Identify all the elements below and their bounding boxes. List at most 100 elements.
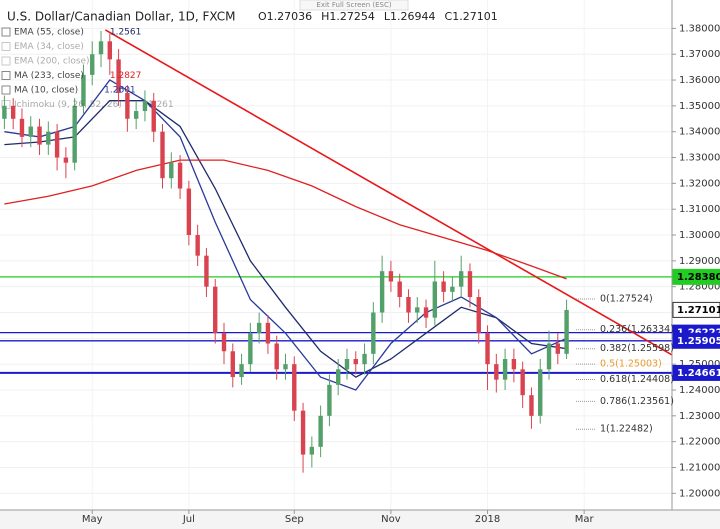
candle-body: [37, 126, 42, 145]
candle-body: [28, 126, 33, 137]
candle-body: [142, 100, 148, 112]
y-tick-label: 1.28000: [679, 282, 720, 293]
candle-body: [520, 369, 525, 396]
y-tick-label: 1.31000: [679, 204, 720, 215]
candle-body: [546, 343, 552, 370]
candle-body: [327, 384, 332, 416]
candle-body: [283, 364, 288, 370]
candle-body: [423, 307, 429, 318]
candle-body: [335, 369, 341, 385]
candle-body: [116, 59, 121, 93]
legend-value: 1.2561: [110, 28, 142, 38]
fib-label: 1(1.22482): [600, 424, 653, 435]
fib-label: 0.236(1.26334): [600, 324, 674, 335]
candle-body: [564, 309, 569, 354]
ohlc-label: L1.26944: [384, 10, 436, 23]
candle-body: [406, 297, 411, 313]
y-tick-label: 1.30000: [679, 230, 720, 241]
candle-body: [388, 271, 394, 282]
candle-body: [476, 297, 481, 334]
legend-icon[interactable]: [1, 85, 11, 95]
candle-body: [494, 364, 499, 380]
legend-entry[interactable]: Ichimoku (9, 26, 52, 26): [14, 100, 122, 110]
candle-body: [133, 111, 139, 119]
candle-body: [19, 118, 25, 137]
legend-entry[interactable]: EMA (34, close): [14, 42, 84, 52]
ohlc-label: C1.27101: [445, 10, 498, 23]
price-label: 1.25905: [677, 336, 720, 347]
x-tick-label: Mar: [575, 514, 595, 525]
legend-entry[interactable]: EMA (200, close): [14, 57, 90, 67]
candle-body: [485, 333, 490, 365]
y-tick-label: 1.33000: [679, 153, 720, 164]
candle-body: [177, 162, 183, 189]
candle-body: [458, 271, 464, 287]
y-tick-label: 1.22000: [679, 437, 720, 448]
indicator-line: [4, 159, 567, 280]
candle-body: [195, 235, 200, 256]
y-tick-label: 1.37000: [679, 49, 720, 60]
candle-body: [248, 333, 253, 365]
legend-entry[interactable]: EMA (55, close): [14, 28, 84, 38]
legend-entry[interactable]: MA (10, close): [14, 86, 78, 96]
y-tick-label: 1.38000: [679, 23, 720, 34]
candle-body: [2, 105, 7, 119]
candle-body: [511, 359, 517, 370]
chart-title: U.S. Dollar/Canadian Dollar, 1D, FXCM: [7, 10, 236, 24]
legend-entry[interactable]: MA (233, close): [14, 71, 84, 81]
candle-body: [555, 343, 561, 354]
candle-body: [169, 162, 174, 179]
candle-body: [300, 410, 306, 455]
price-label-box: [672, 301, 720, 318]
x-tick-label: Nov: [381, 514, 401, 525]
x-tick-label: 2018: [475, 514, 500, 525]
candle-body: [107, 41, 113, 60]
candle-body: [441, 281, 446, 292]
candle-body: [221, 333, 227, 352]
candle-body: [98, 41, 104, 55]
price-label: 1.28380: [677, 272, 720, 283]
ohlc-label: H1.27254: [321, 10, 375, 23]
candle-body: [160, 131, 165, 179]
legend: O1.27036 H1.27254 L1.26944 C1.27101 EMA (55,…: [1, 10, 498, 110]
candle-body: [204, 255, 209, 287]
candle-body: [397, 281, 402, 298]
time-axis-bg: [0, 510, 720, 529]
price-label-box: [672, 364, 720, 381]
legend-icon[interactable]: [1, 27, 11, 37]
y-tick-label: 1.25000: [679, 359, 720, 370]
y-tick-label: 1.23000: [679, 411, 720, 422]
candle-body: [371, 312, 376, 354]
legend-icon[interactable]: [1, 71, 11, 80]
y-tick-label: 1.21000: [679, 462, 720, 473]
legend-value: 1.261: [148, 100, 174, 110]
trendline: [105, 29, 672, 356]
candle-body: [256, 322, 262, 334]
candle-body: [379, 271, 385, 313]
banner[interactable]: Exit Full Screen (ESC): [316, 1, 391, 9]
y-tick-label: 1.20000: [679, 488, 720, 499]
legend-value: 1.2601: [104, 86, 136, 96]
candle-body: [529, 395, 534, 416]
candle-body: [450, 286, 455, 292]
candle-body: [186, 188, 192, 236]
candle-body: [81, 74, 86, 106]
candle-body: [72, 105, 77, 163]
candle-body: [90, 54, 95, 75]
candle-body: [54, 131, 60, 158]
legend-icon[interactable]: [1, 56, 11, 66]
y-tick-label: 1.32000: [679, 178, 720, 189]
banner-box[interactable]: [299, 0, 409, 11]
candle-body: [538, 369, 543, 416]
legend-icon[interactable]: [1, 42, 11, 51]
candle-body: [502, 359, 508, 380]
candle-body: [432, 281, 438, 318]
candle-body: [239, 364, 244, 378]
indicator-line: [4, 79, 567, 391]
candle-body: [309, 446, 315, 455]
candle-body: [230, 351, 235, 378]
legend-icon[interactable]: [1, 100, 11, 109]
y-tick-label: 1.24000: [679, 385, 720, 396]
price-label: 1.27101: [677, 305, 720, 316]
